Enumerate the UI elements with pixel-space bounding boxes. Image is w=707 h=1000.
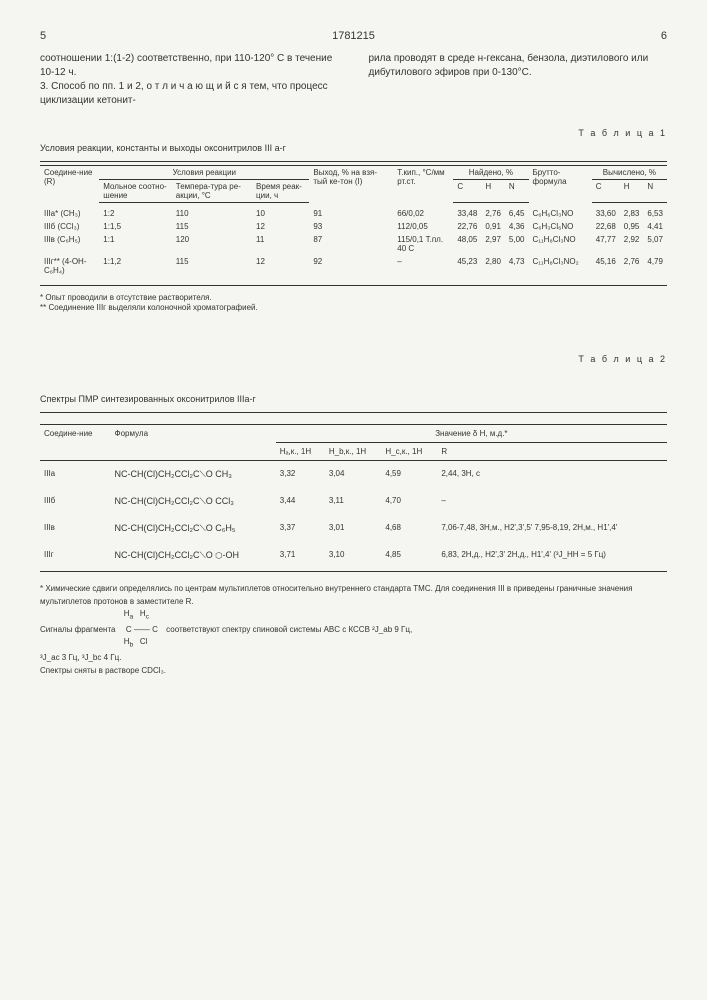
table1-footnotes: * Опыт проводили в отсутствие растворите… [40, 293, 667, 314]
t1-h-c2: C [592, 180, 620, 203]
t1-h-conditions: Условия реакции [99, 166, 309, 180]
fragment-diagram: Ha Hc C —— C Hb Cl [124, 608, 158, 651]
t1-h-temp: Темпера-тура ре-акции, °С [172, 180, 252, 203]
body-text-columns: соотношении 1:(1-2) соответственно, при … [40, 52, 667, 108]
t2-footnote-main: * Химические сдвиги определялись по цент… [40, 583, 667, 609]
t1-h-h1: H [481, 180, 505, 203]
table-row: IIIвNC-CH(Cl)CH₂CCl₂C⟍O C₆H₅3,373,014,68… [40, 515, 667, 542]
left-column-text: соотношении 1:(1-2) соответственно, при … [40, 52, 339, 108]
t2-h-ha: Hₐ,к., 1H [276, 442, 325, 460]
table-row: IIIаNC-CH(Cl)CH₂CCl₂C⟍O CH₃3,323,044,592… [40, 460, 667, 488]
t2-h-formula: Формула [111, 424, 276, 460]
left-page-number: 5 [40, 30, 46, 42]
t2-footnote-solvent: Спектры сняты в растворе CDCl₃. [40, 665, 667, 678]
t2-h-delta: Значение δ H, м.д.* [276, 424, 667, 442]
t1-h-time: Время реак-ции, ч [252, 180, 309, 203]
table-row: IIIгNC-CH(Cl)CH₂CCl₂C⟍O ⬡-OH3,713,104,85… [40, 542, 667, 569]
table1-caption: Условия реакции, константы и выходы оксо… [40, 143, 667, 153]
table2-label: Т а б л и ц а 2 [40, 354, 667, 364]
table2-footnotes: * Химические сдвиги определялись по цент… [40, 583, 667, 678]
t2-h-hb: H_b,к., 1H [325, 442, 382, 460]
table2-caption: Спектры ПМР синтезированных оксонитрилов… [40, 394, 667, 404]
table-row: IIIбNC-CH(Cl)CH₂CCl₂C⟍O CCl₃3,443,114,70… [40, 488, 667, 515]
document-number: 1781215 [332, 30, 375, 42]
t2-footnote-fragment: Сигналы фрагмента Ha Hc C —— C Hb Cl соо… [40, 608, 667, 651]
table-row: IIIг** (4-OH-C₆H₄)1:1,21151292–45,232,80… [40, 255, 667, 277]
t1-h-compound: Соедине-ние (R) [40, 166, 99, 203]
page-header: 5 1781215 6 [40, 30, 667, 42]
t1-h-found: Найдено, % [453, 166, 528, 180]
t1-footnote1: * Опыт проводили в отсутствие растворите… [40, 293, 667, 303]
table1-label: Т а б л и ц а 1 [40, 128, 667, 138]
t1-h-h2: H [620, 180, 644, 203]
t1-h-bp: Т.кип., °C/мм рт.ст. [393, 166, 453, 203]
t2-h-hc: H_c,к., 1H [381, 442, 437, 460]
t2-h-compound: Соедине-ние [40, 424, 111, 460]
t1-h-n1: N [505, 180, 529, 203]
t1-h-n2: N [643, 180, 667, 203]
t1-h-calc: Вычислено, % [592, 166, 667, 180]
right-column-text: рила проводят в среде н-гексана, бензола… [369, 52, 668, 108]
right-page-number: 6 [661, 30, 667, 42]
t1-h-ratio: Мольное соотно-шение [99, 180, 172, 203]
t2-h-r: R [437, 442, 667, 460]
t2-footnote-j: ³J_ac 3 Гц, ³J_bc 4 Гц. [40, 652, 667, 665]
table2: Соедине-ние Формула Значение δ H, м.д.* … [40, 424, 667, 569]
t1-footnote2: ** Соединение IIIг выделяли колоночной х… [40, 303, 667, 313]
t1-h-c1: C [453, 180, 481, 203]
table-row: IIIв (C₆H₅)1:11201187115/0,1 Т.пл. 40 С4… [40, 233, 667, 255]
table-row: IIIб (CCl₃)1:1,51151293112/0,0522,760,91… [40, 220, 667, 233]
table1: Соедине-ние (R) Условия реакции Выход, %… [40, 165, 667, 277]
table-row: IIIа* (CH₃)1:2110109166/0,0233,482,766,4… [40, 203, 667, 221]
t1-h-yield: Выход, % на взя-тый ке-тон (I) [309, 166, 393, 203]
t1-h-brutto: Брутто-формула [529, 166, 592, 203]
